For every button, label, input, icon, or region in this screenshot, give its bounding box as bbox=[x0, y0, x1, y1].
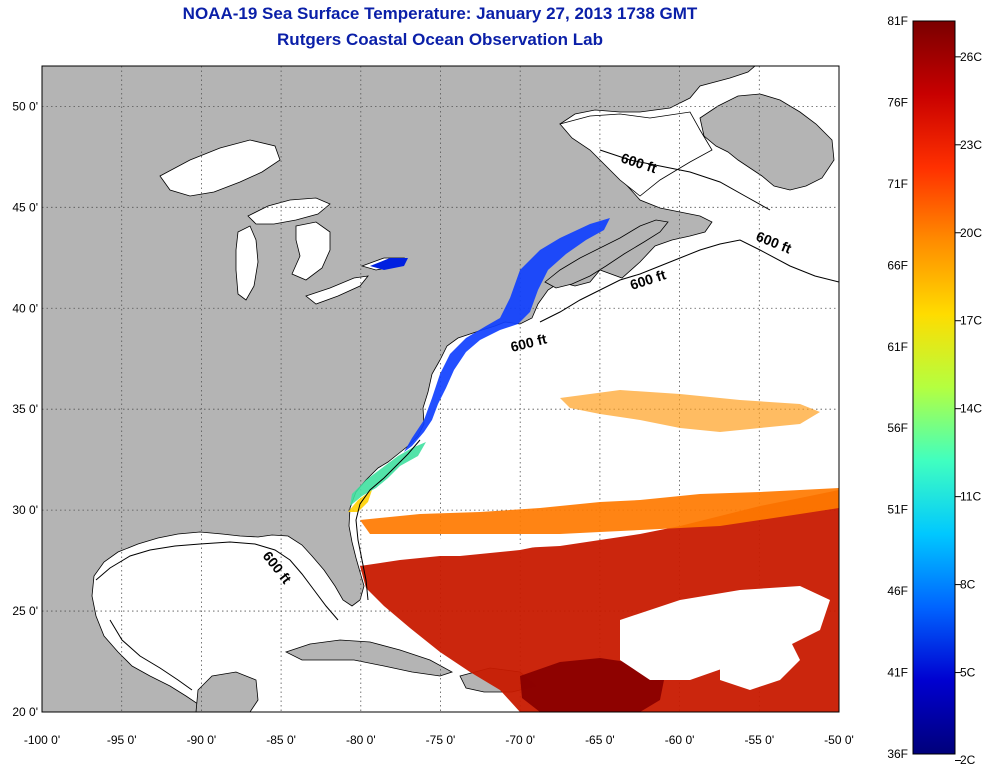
lat-tick-label: 20 0' bbox=[12, 705, 38, 719]
lon-tick-label: -80 0' bbox=[346, 733, 376, 747]
lon-tick-label: -60 0' bbox=[665, 733, 695, 747]
colorbar-fahrenheit-labels: 81F 76F 71F 66F 61F 56F 51F 46F 41F 36F bbox=[887, 14, 908, 761]
cuba-island bbox=[284, 639, 453, 677]
lat-tick-label: 25 0' bbox=[12, 604, 38, 618]
sst-coastal-cold-band bbox=[404, 218, 610, 452]
lake-superior bbox=[247, 197, 331, 225]
sst-deep-red-patch bbox=[520, 658, 664, 712]
lon-tick-label: -90 0' bbox=[187, 733, 217, 747]
longitude-axis: -100 0' -95 0' -90 0' -85 0' -80 0' -75 0' -70… bbox=[24, 733, 854, 747]
gulf-of-st-lawrence bbox=[559, 111, 713, 197]
latitude-axis: 20 0' 25 0' 30 0' 35 0' 40 0' 45 0' 50 0' bbox=[12, 99, 38, 719]
map-frame bbox=[41, 65, 840, 713]
lake-erie bbox=[305, 275, 369, 305]
lon-tick-label: -65 0' bbox=[585, 733, 615, 747]
sst-orange-scatter bbox=[560, 390, 820, 432]
cloud-patch bbox=[720, 632, 800, 690]
colorbar-f-label: 71F bbox=[887, 177, 908, 191]
colorbar bbox=[912, 20, 956, 755]
lon-tick-label: -85 0' bbox=[266, 733, 296, 747]
map-subtitle: Rutgers Coastal Ocean Observation Lab bbox=[277, 30, 603, 49]
colorbar-c-label: 23C bbox=[960, 138, 982, 152]
sst-orange-band bbox=[360, 488, 839, 534]
lon-tick-label: -95 0' bbox=[107, 733, 137, 747]
colorbar-f-label: 61F bbox=[887, 340, 908, 354]
hudson-bay bbox=[159, 139, 281, 197]
colorbar-f-label: 41F bbox=[887, 666, 908, 680]
colorbar-c-label: 17C bbox=[960, 314, 982, 328]
colorbar-c-label: 26C bbox=[960, 50, 982, 64]
cloud-patch bbox=[620, 586, 830, 680]
nova-scotia-land bbox=[544, 219, 669, 289]
colorbar-f-label: 46F bbox=[887, 584, 908, 598]
lat-tick-label: 40 0' bbox=[12, 301, 38, 315]
lake-michigan bbox=[235, 225, 259, 301]
lon-tick-label: -100 0' bbox=[24, 733, 60, 747]
sst-lake-ontario-cold bbox=[370, 258, 408, 270]
lon-tick-label: -70 0' bbox=[505, 733, 535, 747]
depth-contours bbox=[95, 149, 839, 691]
lon-tick-label: -50 0' bbox=[824, 733, 854, 747]
colorbar-c-label: 5C bbox=[960, 666, 976, 680]
colorbar-f-label: 56F bbox=[887, 421, 908, 435]
map-title: NOAA-19 Sea Surface Temperature: January… bbox=[182, 4, 698, 23]
yucatan-land bbox=[195, 671, 259, 712]
colorbar-f-label: 51F bbox=[887, 503, 908, 517]
colorbar-f-label: 36F bbox=[887, 747, 908, 761]
lon-tick-label: -75 0' bbox=[426, 733, 456, 747]
lat-tick-label: 35 0' bbox=[12, 402, 38, 416]
lat-tick-label: 50 0' bbox=[12, 99, 38, 113]
colorbar-c-label: 14C bbox=[960, 402, 982, 416]
colorbar-f-label: 76F bbox=[887, 95, 908, 109]
lon-tick-label: -55 0' bbox=[744, 733, 774, 747]
lat-tick-label: 45 0' bbox=[12, 200, 38, 214]
newfoundland-land bbox=[699, 93, 835, 191]
colorbar-celsius-labels: 26C 23C 20C 17C 14C 11C 8C 5C 2C bbox=[955, 50, 982, 767]
colorbar-c-label: 20C bbox=[960, 226, 982, 240]
colorbar-c-label: 8C bbox=[960, 578, 976, 592]
lake-huron bbox=[291, 221, 331, 281]
colorbar-c-label: 2C bbox=[960, 753, 976, 767]
cloud-patch bbox=[400, 536, 560, 556]
colorbar-f-label: 81F bbox=[887, 14, 908, 28]
colorbar-c-label: 11C bbox=[960, 490, 981, 504]
colorbar-f-label: 66F bbox=[887, 258, 908, 272]
lat-tick-label: 30 0' bbox=[12, 503, 38, 517]
